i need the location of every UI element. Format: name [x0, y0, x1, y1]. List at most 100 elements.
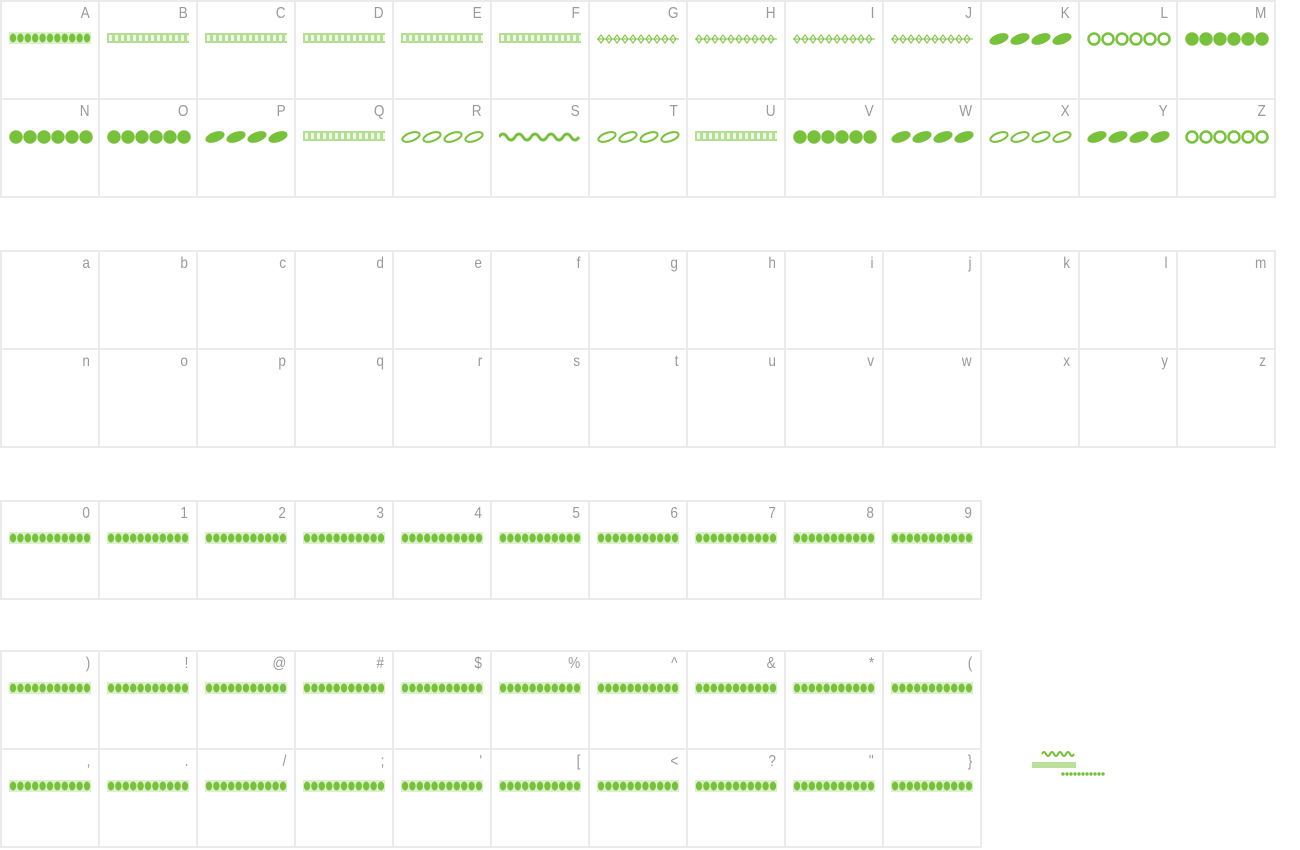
- glyph-cell[interactable]: }: [882, 748, 982, 848]
- glyph-cell[interactable]: T: [588, 98, 688, 198]
- glyph-character-label: m: [1254, 255, 1266, 272]
- glyph-cell[interactable]: #: [294, 650, 394, 750]
- glyph-cell[interactable]: l: [1078, 250, 1178, 350]
- glyph-cell[interactable]: /: [196, 748, 296, 848]
- glyph-cell[interactable]: S: [490, 98, 590, 198]
- glyph-cell[interactable]: p: [196, 348, 296, 448]
- glyph-character-label: H: [766, 5, 776, 22]
- glyph-cell[interactable]: A: [0, 0, 100, 100]
- glyph-character-label: 6: [670, 505, 678, 522]
- glyph-cell[interactable]: 3: [294, 500, 394, 600]
- glyph-cell[interactable]: <: [588, 748, 688, 848]
- glyph-cell[interactable]: u: [686, 348, 786, 448]
- glyph-cell[interactable]: V: [784, 98, 884, 198]
- glyph-cell[interactable]: B: [98, 0, 198, 100]
- glyph-cell[interactable]: ): [0, 650, 100, 750]
- glyph-cell[interactable]: x: [980, 348, 1080, 448]
- glyph-cell[interactable]: ^: [588, 650, 688, 750]
- glyph-cell[interactable]: j: [882, 250, 982, 350]
- glyph-cell[interactable]: o: [98, 348, 198, 448]
- glyph-character-label: v: [867, 353, 874, 370]
- glyph-cell[interactable]: W: [882, 98, 982, 198]
- glyph-cell[interactable]: L: [1078, 0, 1178, 100]
- glyph-cell[interactable]: 4: [392, 500, 492, 600]
- glyph-cell[interactable]: Z: [1176, 98, 1276, 198]
- glyph-cell[interactable]: 8: [784, 500, 884, 600]
- glyph-cell[interactable]: K: [980, 0, 1080, 100]
- glyph-cell[interactable]: U: [686, 98, 786, 198]
- glyph-cell[interactable]: P: [196, 98, 296, 198]
- glyph-preview-beads-icon: [695, 532, 777, 544]
- glyph-cell[interactable]: .: [98, 748, 198, 848]
- glyph-cell[interactable]: ;: [294, 748, 394, 848]
- glyph-preview-knot-icon: [9, 130, 93, 144]
- glyph-cell[interactable]: b: [98, 250, 198, 350]
- glyph-cell[interactable]: f: [490, 250, 590, 350]
- glyph-cell[interactable]: r: [392, 348, 492, 448]
- glyph-preview-beads-icon: [9, 32, 91, 44]
- glyph-cell[interactable]: s: [490, 348, 590, 448]
- glyph-cell[interactable]: $: [392, 650, 492, 750]
- glyph-cell[interactable]: C: [196, 0, 296, 100]
- glyph-cell[interactable]: F: [490, 0, 590, 100]
- glyph-cell[interactable]: !: [98, 650, 198, 750]
- glyph-cell[interactable]: g: [588, 250, 688, 350]
- glyph-cell[interactable]: &: [686, 650, 786, 750]
- glyph-cell[interactable]: D: [294, 0, 394, 100]
- glyph-cell[interactable]: 1: [98, 500, 198, 600]
- glyph-cell[interactable]: n: [0, 348, 100, 448]
- glyph-preview-beads-icon: [9, 682, 91, 694]
- glyph-cell[interactable]: q: [294, 348, 394, 448]
- glyph-character-label: Y: [1158, 103, 1168, 120]
- glyph-cell[interactable]: [: [490, 748, 590, 848]
- glyph-cell[interactable]: E: [392, 0, 492, 100]
- glyph-cell[interactable]: (: [882, 650, 982, 750]
- glyph-cell[interactable]: k: [980, 250, 1080, 350]
- glyph-character-label: V: [864, 103, 874, 120]
- glyph-character-label: #: [376, 655, 384, 672]
- glyph-cell[interactable]: ": [784, 748, 884, 848]
- glyph-cell[interactable]: R: [392, 98, 492, 198]
- glyph-cell[interactable]: 6: [588, 500, 688, 600]
- glyph-cell[interactable]: H: [686, 0, 786, 100]
- glyph-preview-hearts-icon: [793, 130, 877, 144]
- glyph-cell[interactable]: 5: [490, 500, 590, 600]
- glyph-cell[interactable]: z: [1176, 348, 1276, 448]
- glyph-cell[interactable]: ': [392, 748, 492, 848]
- glyph-cell[interactable]: 2: [196, 500, 296, 600]
- glyph-cell[interactable]: m: [1176, 250, 1276, 350]
- glyph-cell[interactable]: N: [0, 98, 100, 198]
- glyph-cell[interactable]: 9: [882, 500, 982, 600]
- glyph-character-label: E: [472, 5, 482, 22]
- glyph-cell[interactable]: w: [882, 348, 982, 448]
- glyph-cell[interactable]: e: [392, 250, 492, 350]
- glyph-cell[interactable]: Y: [1078, 98, 1178, 198]
- glyph-cell[interactable]: I: [784, 0, 884, 100]
- glyph-cell[interactable]: c: [196, 250, 296, 350]
- glyph-cell[interactable]: a: [0, 250, 100, 350]
- glyph-cell[interactable]: y: [1078, 348, 1178, 448]
- glyph-preview-beads-icon: [107, 780, 189, 792]
- glyph-cell[interactable]: d: [294, 250, 394, 350]
- glyph-cell[interactable]: Q: [294, 98, 394, 198]
- glyph-cell[interactable]: %: [490, 650, 590, 750]
- glyph-character-label: N: [80, 103, 90, 120]
- glyph-cell[interactable]: i: [784, 250, 884, 350]
- glyph-cell[interactable]: G: [588, 0, 688, 100]
- glyph-cell[interactable]: v: [784, 348, 884, 448]
- glyph-cell[interactable]: ,: [0, 748, 100, 848]
- glyph-cell[interactable]: *: [784, 650, 884, 750]
- glyph-character-label: S: [570, 103, 580, 120]
- glyph-preview-ladder-icon: [303, 33, 386, 43]
- glyph-cell[interactable]: J: [882, 0, 982, 100]
- glyph-cell[interactable]: t: [588, 348, 688, 448]
- glyph-cell[interactable]: M: [1176, 0, 1276, 100]
- glyph-cell[interactable]: ?: [686, 748, 786, 848]
- glyph-cell[interactable]: 0: [0, 500, 100, 600]
- glyph-cell[interactable]: @: [196, 650, 296, 750]
- glyph-cell[interactable]: 7: [686, 500, 786, 600]
- glyph-cell[interactable]: X: [980, 98, 1080, 198]
- glyph-cell[interactable]: O: [98, 98, 198, 198]
- glyph-cell[interactable]: h: [686, 250, 786, 350]
- glyph-preview-grid-icon: [401, 33, 484, 43]
